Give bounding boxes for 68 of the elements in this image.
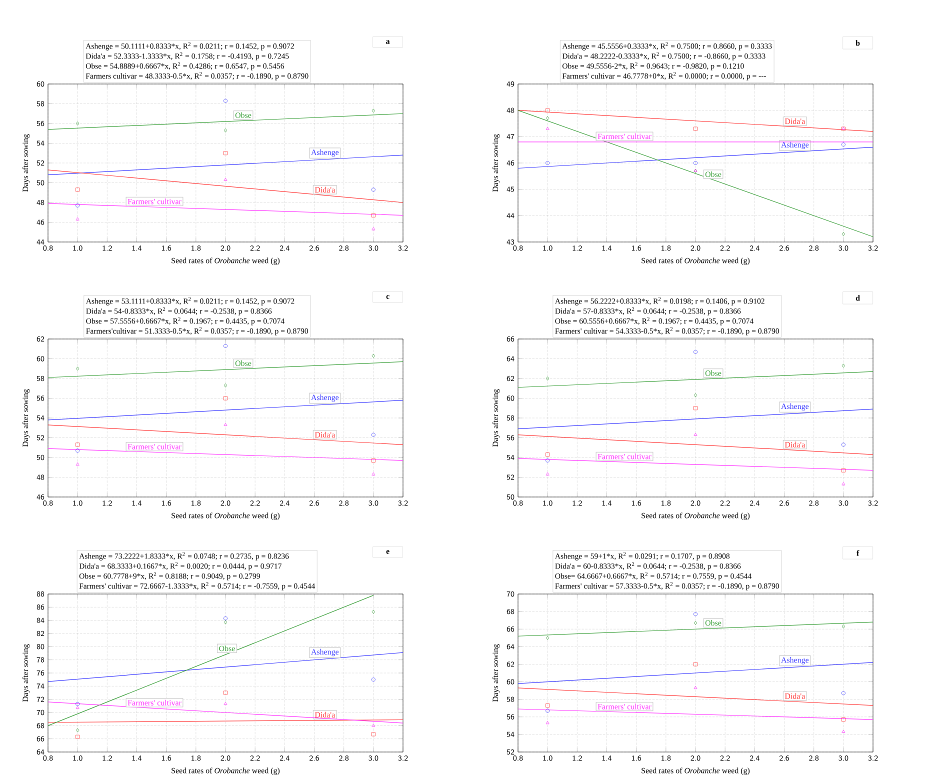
point: [546, 126, 550, 130]
point: [841, 468, 846, 472]
point: [76, 188, 80, 192]
point: [546, 636, 550, 640]
point: [76, 734, 80, 739]
point: [842, 364, 845, 368]
point: [372, 472, 376, 476]
point: [694, 432, 698, 436]
point: [546, 161, 550, 165]
point: [371, 732, 376, 736]
point: [546, 703, 550, 708]
point: [546, 458, 550, 462]
point: [76, 706, 80, 709]
point: [372, 354, 375, 358]
point: [546, 721, 550, 724]
point: [76, 462, 80, 466]
point: [371, 678, 376, 682]
point: [224, 344, 228, 348]
point: [842, 730, 846, 733]
point: [372, 108, 375, 113]
point: [224, 178, 228, 181]
point: [546, 108, 550, 112]
point: [371, 432, 376, 437]
point: [841, 442, 846, 447]
point: [371, 213, 376, 218]
point: [224, 620, 228, 624]
point: [546, 472, 550, 476]
point: [694, 393, 698, 398]
point: [224, 616, 228, 620]
point: [546, 116, 550, 120]
point: [76, 217, 80, 220]
point: [76, 448, 80, 453]
point: [694, 620, 698, 625]
point: [224, 690, 228, 695]
point: [694, 161, 698, 165]
point: [76, 366, 80, 371]
point: [694, 612, 698, 616]
point: [694, 350, 698, 354]
point: [76, 122, 80, 126]
point: [372, 610, 375, 614]
point: [694, 662, 698, 666]
point: [841, 691, 846, 696]
point: [371, 458, 376, 462]
point: [694, 406, 698, 410]
point: [546, 452, 550, 457]
point: [224, 396, 228, 400]
point: [76, 728, 80, 732]
point: [371, 188, 376, 192]
point: [76, 702, 80, 706]
point: [76, 203, 80, 208]
point: [224, 383, 228, 388]
point: [224, 128, 228, 132]
point: [694, 126, 698, 131]
point: [224, 98, 228, 103]
point: [224, 422, 228, 426]
point: [694, 686, 698, 690]
point: [841, 718, 846, 722]
point: [842, 624, 845, 628]
point: [224, 702, 228, 706]
point: [842, 482, 846, 486]
point: [546, 376, 550, 380]
point: [372, 227, 376, 230]
point: [546, 708, 550, 713]
point: [372, 724, 376, 727]
point: [841, 142, 846, 147]
point: [842, 232, 845, 236]
point: [76, 442, 80, 447]
point: [224, 151, 228, 156]
